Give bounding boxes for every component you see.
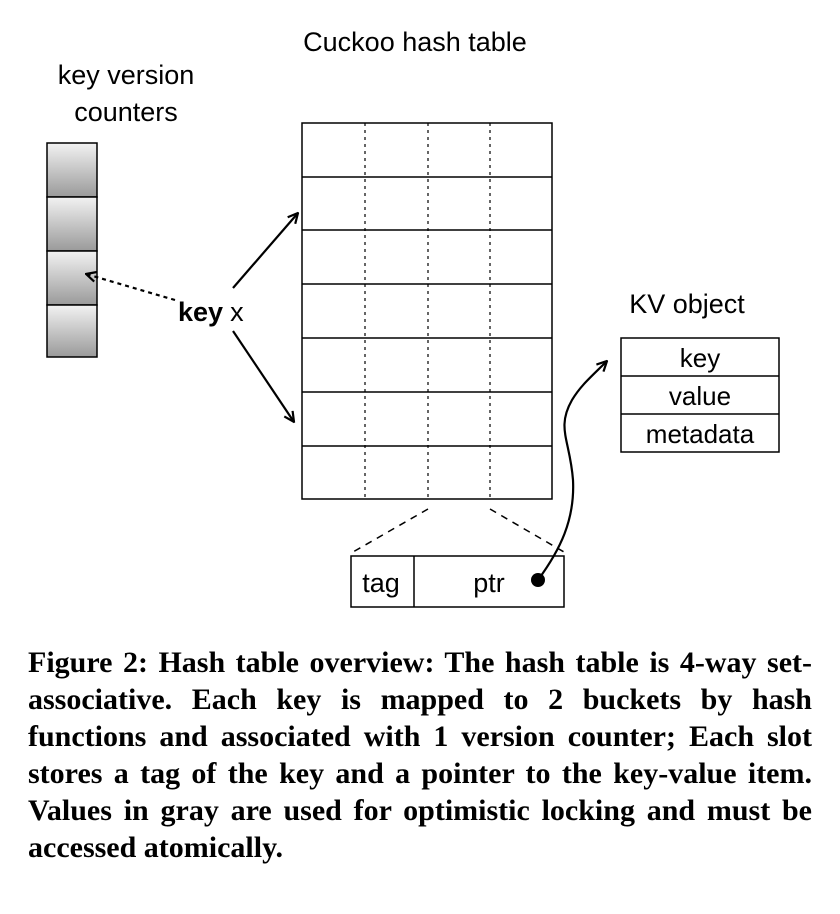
hash-table-border bbox=[301, 122, 553, 500]
slot-zoom-lines bbox=[352, 508, 565, 553]
kv-field-key: key bbox=[680, 343, 720, 373]
counter-arrow bbox=[86, 274, 176, 302]
counters-label-line-1: key version bbox=[58, 60, 195, 90]
slot-tag: tag bbox=[362, 568, 400, 598]
kv-object-box bbox=[620, 337, 780, 453]
cuckoo-hash-table bbox=[301, 122, 553, 500]
slot-dividers bbox=[364, 123, 491, 499]
figure-caption: Figure 2: Hash table overview: The hash … bbox=[28, 646, 812, 864]
bucket-arrow-1 bbox=[232, 213, 298, 289]
version-counter bbox=[46, 250, 98, 306]
hash-table-diagram: key version counters Cuckoo hash table bbox=[46, 27, 780, 608]
hash-table-title: Cuckoo hash table bbox=[303, 27, 527, 57]
kv-field-value: value bbox=[669, 381, 731, 411]
bucket-dividers bbox=[302, 176, 552, 447]
key-variable: x bbox=[230, 297, 244, 327]
version-counter bbox=[46, 196, 98, 252]
slot-ptr: ptr bbox=[473, 568, 505, 598]
bucket-arrow-2 bbox=[232, 330, 294, 422]
key-label: key x bbox=[178, 297, 244, 327]
kv-object-title: KV object bbox=[629, 289, 745, 319]
slot-box bbox=[350, 555, 565, 608]
counters-label-line-2: counters bbox=[74, 97, 178, 127]
version-counter bbox=[46, 304, 98, 358]
version-counters bbox=[46, 142, 98, 358]
kv-field-metadata: metadata bbox=[646, 419, 755, 449]
version-counter bbox=[46, 142, 98, 198]
pointer-arrow bbox=[537, 361, 607, 581]
kv-object: key value metadata bbox=[620, 337, 780, 453]
slot: tag ptr bbox=[350, 555, 565, 608]
key-word: key bbox=[178, 297, 223, 327]
